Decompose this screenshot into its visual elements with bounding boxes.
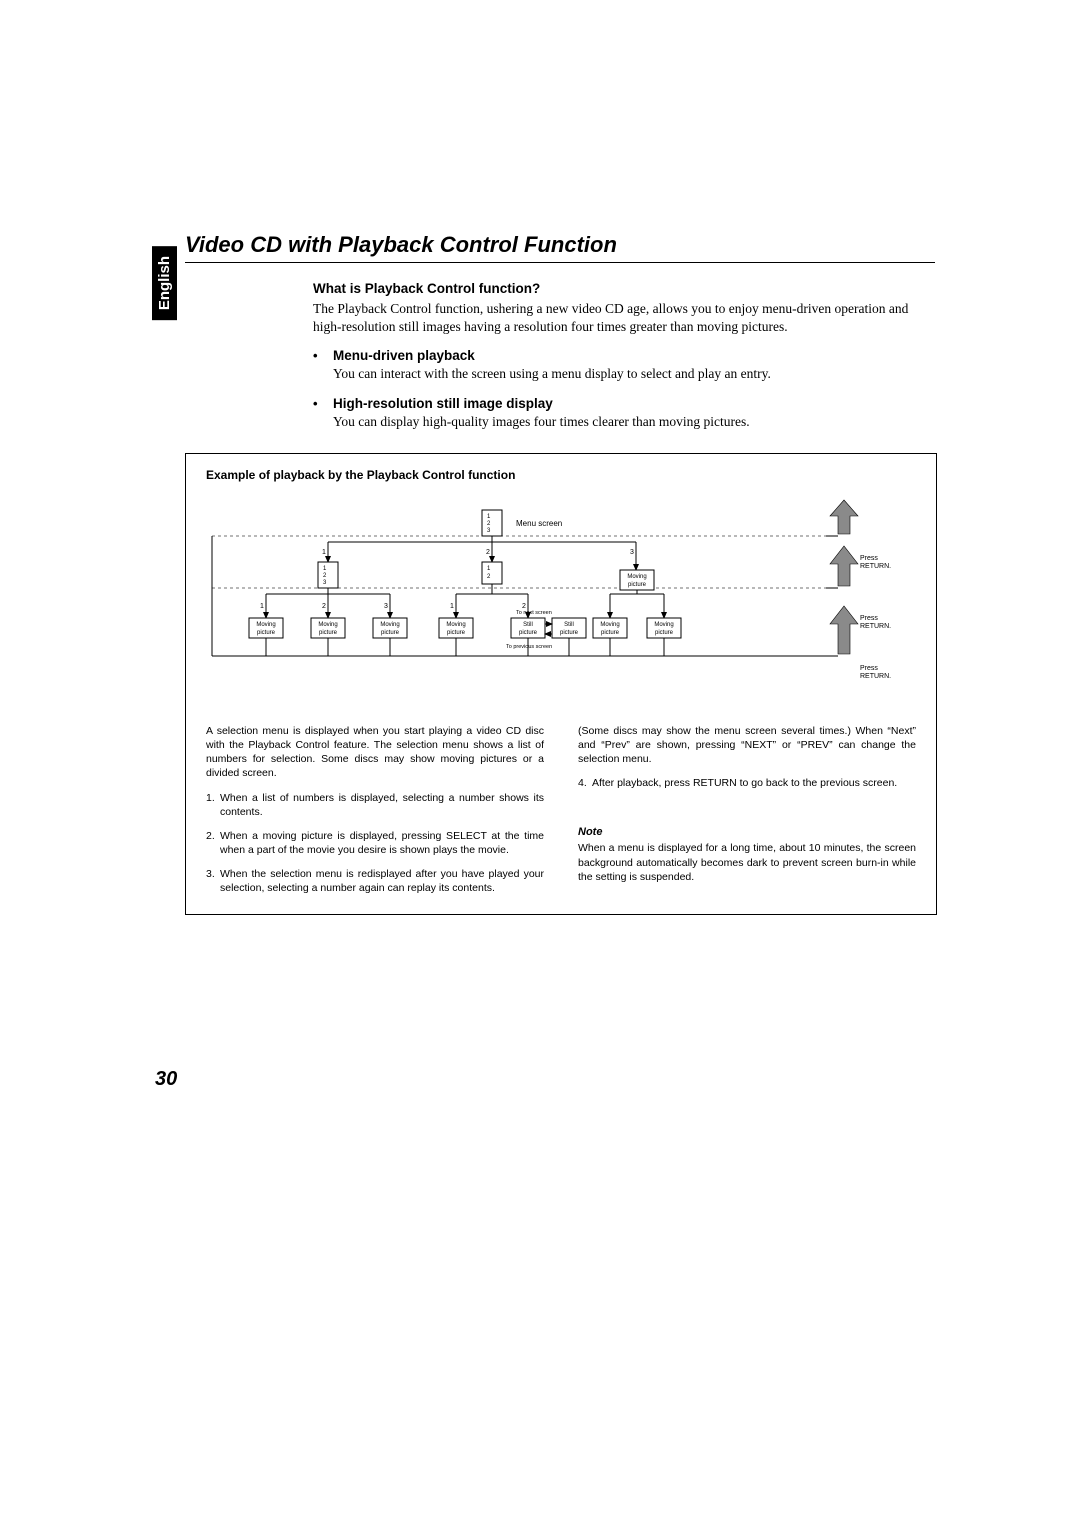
explain-item-1: When a list of numbers is displayed, sel… — [220, 791, 544, 819]
page-number: 30 — [155, 1068, 177, 1091]
svg-text:3: 3 — [630, 549, 634, 556]
note-heading: Note — [578, 825, 916, 840]
bullet-title-2: High-resolution still image display — [333, 396, 553, 411]
svg-text:2: 2 — [486, 549, 490, 556]
svg-text:Moving: Moving — [318, 622, 337, 628]
explain-item-4: After playback, press RETURN to go back … — [592, 776, 916, 790]
svg-text:picture: picture — [447, 630, 466, 636]
svg-text:Moving: Moving — [654, 622, 673, 628]
svg-text:picture: picture — [628, 582, 647, 588]
svg-text:RETURN.: RETURN. — [860, 623, 891, 630]
svg-text:picture: picture — [519, 630, 538, 636]
svg-text:1: 1 — [260, 603, 264, 610]
bullet-body-1: You can interact with the screen using a… — [333, 365, 931, 383]
bullet-body-2: You can display high-quality images four… — [333, 413, 931, 431]
note-body: When a menu is displayed for a long time… — [578, 841, 916, 884]
svg-text:picture: picture — [601, 630, 620, 636]
explain-right-top: (Some discs may show the menu screen sev… — [578, 724, 916, 767]
svg-text:Moving: Moving — [600, 622, 619, 628]
svg-text:RETURN.: RETURN. — [860, 563, 891, 570]
explain-item-2: When a moving picture is displayed, pres… — [220, 829, 544, 857]
svg-text:picture: picture — [319, 630, 338, 636]
page-title: Video CD with Playback Control Function — [185, 232, 617, 257]
svg-text:2: 2 — [322, 603, 326, 610]
svg-text:picture: picture — [655, 630, 674, 636]
bullet-title-1: Menu-driven playback — [333, 348, 475, 363]
section-body: The Playback Control function, ushering … — [313, 300, 931, 336]
svg-text:Press: Press — [860, 555, 878, 562]
svg-text:Moving: Moving — [380, 622, 399, 628]
svg-text:picture: picture — [257, 630, 276, 636]
diagram-container: Example of playback by the Playback Cont… — [185, 453, 937, 915]
svg-text:Moving: Moving — [627, 574, 646, 580]
menu-screen-label: Menu screen — [516, 519, 562, 528]
svg-text:2: 2 — [522, 603, 526, 610]
language-tab: English — [152, 246, 177, 320]
explain-item-3: When the selection menu is redisplayed a… — [220, 867, 544, 895]
flow-diagram: 1 2 3 Menu screen 1 2 3 1 2 3 1 2 — [206, 496, 916, 706]
bullet-marker: • — [313, 348, 333, 363]
svg-text:1: 1 — [322, 549, 326, 556]
svg-text:3: 3 — [384, 603, 388, 610]
bullet-marker: • — [313, 396, 333, 411]
to-prev-label: To previous screen — [506, 644, 552, 650]
explain-intro: A selection menu is displayed when you s… — [206, 724, 544, 781]
right-column: (Some discs may show the menu screen sev… — [578, 724, 916, 896]
section-heading: What is Playback Control function? — [313, 281, 931, 296]
svg-text:RETURN.: RETURN. — [860, 673, 891, 680]
svg-text:picture: picture — [381, 630, 400, 636]
svg-text:Moving: Moving — [256, 622, 275, 628]
svg-text:Press: Press — [860, 665, 878, 672]
to-next-label: To next screen — [516, 610, 552, 616]
diagram-title: Example of playback by the Playback Cont… — [206, 468, 916, 482]
svg-text:picture: picture — [560, 630, 579, 636]
svg-text:Still: Still — [523, 622, 533, 628]
svg-text:1: 1 — [450, 603, 454, 610]
svg-text:Press: Press — [860, 615, 878, 622]
svg-text:Still: Still — [564, 622, 574, 628]
svg-text:Moving: Moving — [446, 622, 465, 628]
left-column: A selection menu is displayed when you s… — [206, 724, 544, 896]
